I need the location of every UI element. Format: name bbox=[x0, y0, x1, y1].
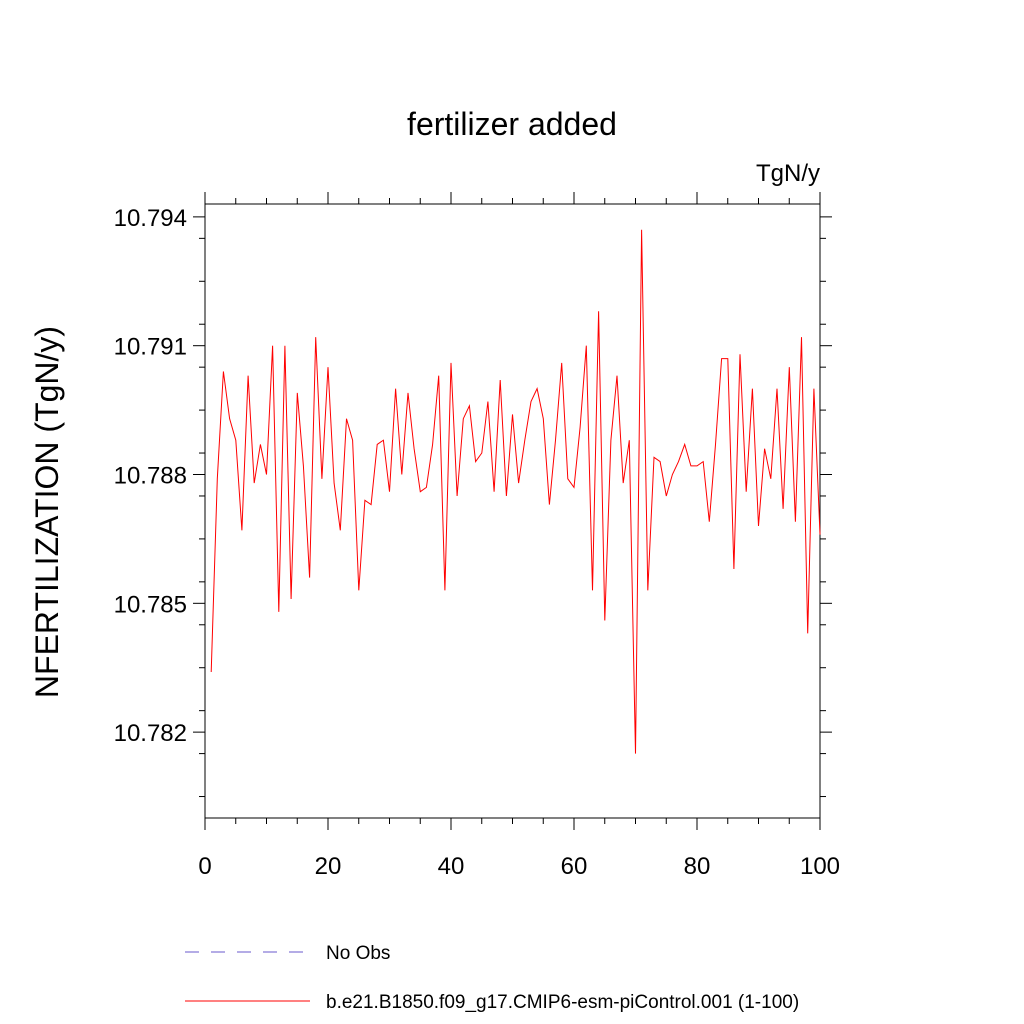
units-label: TgN/y bbox=[756, 160, 820, 187]
y-axis-label: NFERTILIZATION (TgN/y) bbox=[29, 326, 65, 698]
x-tick-label: 20 bbox=[315, 853, 342, 880]
chart-title: fertilizer added bbox=[407, 106, 617, 142]
x-tick-label: 100 bbox=[800, 853, 840, 880]
legend-label-obs: No Obs bbox=[326, 943, 390, 964]
y-tick-label: 10.791 bbox=[114, 334, 187, 361]
x-tick-label: 60 bbox=[561, 853, 588, 880]
x-tick-label: 40 bbox=[438, 853, 465, 880]
y-tick-label: 10.785 bbox=[114, 591, 187, 618]
x-tick-label: 0 bbox=[198, 853, 211, 880]
axis-ticks: 0 20 40 60 80 100 10.782 10.785 10.788 10.791 10.7… bbox=[114, 192, 840, 880]
y-tick-label: 10.788 bbox=[114, 463, 187, 490]
legend-label-model: b.e21.B1850.f09_g17.CMIP6-esm-piControl.… bbox=[326, 992, 799, 1013]
series-layer bbox=[210, 229, 821, 754]
y-tick-label: 10.794 bbox=[114, 205, 187, 232]
y-tick-label: 10.782 bbox=[114, 720, 187, 747]
series-line-model bbox=[210, 229, 821, 754]
x-tick-label: 80 bbox=[684, 853, 711, 880]
plot-frame bbox=[204, 203, 821, 819]
